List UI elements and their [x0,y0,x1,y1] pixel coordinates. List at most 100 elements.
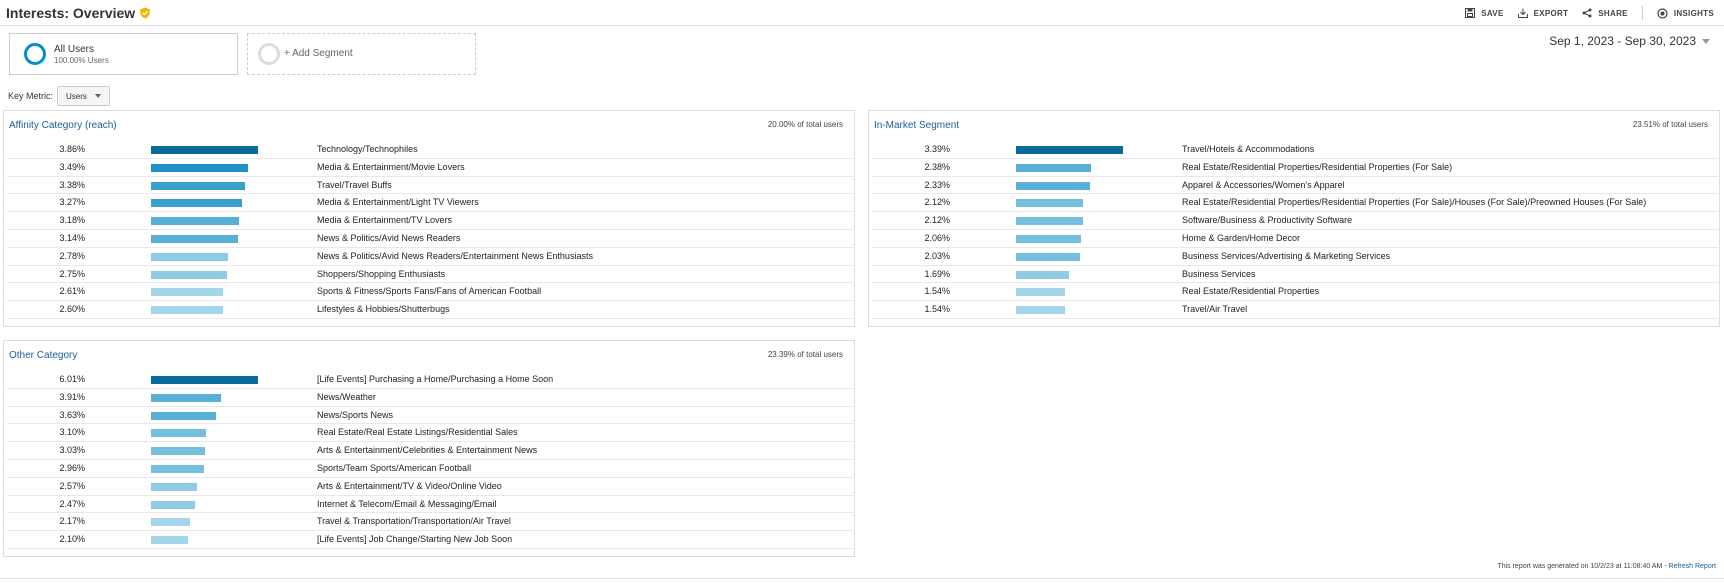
row-bar [151,217,239,226]
row-label[interactable]: News & Politics/Avid News Readers/Entert… [317,250,593,261]
table-row[interactable]: 2.17% Travel & Transportation/Transportat… [7,513,855,532]
row-label[interactable]: Technology/Technophiles [317,144,418,154]
row-bar [151,429,206,438]
row-label[interactable]: News & Politics/Avid News Readers [317,232,461,243]
row-bar [1016,288,1065,297]
row-percentage: 2.38% [924,161,950,172]
table-row[interactable]: 1.69% Business Services [872,266,1720,284]
row-label[interactable]: [Life Events] Job Change/Starting New Jo… [317,534,513,545]
row-percentage: 3.03% [59,445,85,456]
chevron-down-icon [1702,38,1710,44]
row-bar [1016,234,1081,243]
table-row[interactable]: 1.54% Travel/Air Travel [872,301,1720,319]
panel-title[interactable]: In-Market Segment [874,120,960,131]
row-percentage: 2.57% [59,480,85,491]
toolbar-divider [1641,6,1643,20]
other-category-panel: Other Category 23.39% of total users 6.0… [3,340,855,557]
row-label[interactable]: [Life Events] Purchasing a Home/Purchasi… [317,374,554,384]
row-label[interactable]: Business Services [1182,268,1256,279]
key-metric-label: Key Metric: [8,91,54,101]
table-row[interactable]: 2.03% Business Services/Advertising & Mar… [872,248,1720,266]
refresh-report-link[interactable]: Refresh Report [1668,563,1716,570]
row-bar [1016,199,1083,208]
row-label[interactable]: Sports & Fitness/Sports Fans/Fans of Ame… [317,286,542,297]
affinity-rows: 3.86% Technology/Technophiles 3.49% Media &… [7,141,855,319]
row-label[interactable]: Software/Business & Productivity Softwar… [1182,215,1353,226]
table-row[interactable]: 2.75% Shoppers/Shopping Enthusiasts [7,266,855,284]
row-label[interactable]: Media & Entertainment/TV Lovers [317,215,453,226]
insights-button[interactable]: INSIGHTS [1657,7,1714,19]
row-label[interactable]: Media & Entertainment/Light TV Viewers [317,197,479,208]
table-row[interactable]: 2.61% Sports & Fitness/Sports Fans/Fans o… [7,283,855,302]
table-row[interactable]: 3.91% News/Weather [7,389,855,407]
table-row[interactable]: 3.14% News & Politics/Avid News Readers [7,230,855,248]
row-percentage: 3.10% [59,427,85,438]
row-percentage: 2.78% [59,250,85,261]
row-label[interactable]: Lifestyles & Hobbies/Shutterbugs [317,304,450,315]
row-label[interactable]: News/Sports News [317,409,394,420]
row-label[interactable]: Sports/Team Sports/American Football [317,462,472,473]
table-row[interactable]: 3.27% Media & Entertainment/Light TV View… [7,194,855,213]
row-label[interactable]: Real Estate/Residential Properties/Resid… [1182,197,1647,208]
table-row[interactable]: 2.12% Real Estate/Residential Properties/… [872,194,1720,213]
table-row[interactable]: 3.03% Arts & Entertainment/Celebrities & … [7,442,855,460]
export-button[interactable]: EXPORT [1517,8,1569,18]
table-row[interactable]: 3.39% Travel/Hotels & Accommodations [872,141,1720,159]
table-row[interactable]: 6.01% [Life Events] Purchasing a Home/Pur… [7,371,855,389]
row-label[interactable]: Real Estate/Real Estate Listings/Residen… [317,427,518,438]
row-label[interactable]: Travel & Transportation/Transportation/A… [317,516,511,527]
row-label[interactable]: Arts & Entertainment/Celebrities & Enter… [317,445,538,456]
table-row[interactable]: 2.57% Arts & Entertainment/TV & Video/Onl… [7,478,855,496]
table-row[interactable]: 3.63% News/Sports News [7,407,855,425]
row-label[interactable]: Real Estate/Residential Properties [1182,286,1320,297]
row-label[interactable]: Media & Entertainment/Movie Lovers [317,161,465,172]
table-row[interactable]: 2.60% Lifestyles & Hobbies/Shutterbugs [7,301,855,319]
row-percentage: 1.54% [924,286,950,297]
row-label[interactable]: Real Estate/Residential Properties/Resid… [1182,161,1453,172]
row-percentage: 3.91% [59,391,85,402]
share-button[interactable]: SHARE [1582,8,1628,18]
save-button[interactable]: SAVE [1465,8,1503,18]
row-label[interactable]: Travel/Air Travel [1182,304,1248,315]
date-range-selector[interactable]: Sep 1, 2023 - Sep 30, 2023 [1549,34,1710,48]
row-label[interactable]: Arts & Entertainment/TV & Video/Online V… [317,480,502,491]
row-bar [1016,270,1069,279]
table-row[interactable]: 3.38% Travel/Travel Buffs [7,177,855,195]
table-row[interactable]: 2.10% [Life Events] Job Change/Starting N… [7,531,855,549]
row-percentage: 2.60% [59,304,85,315]
row-label[interactable]: Apparel & Accessories/Women's Apparel [1182,179,1345,190]
table-row[interactable]: 2.47% Internet & Telecom/Email & Messagin… [7,496,855,514]
add-segment-button[interactable]: + Add Segment [247,33,476,75]
table-row[interactable]: 2.96% Sports/Team Sports/American Footbal… [7,460,855,478]
table-row[interactable]: 2.78% News & Politics/Avid News Readers/E… [7,248,855,266]
table-row[interactable]: 2.33% Apparel & Accessories/Women's Appar… [872,177,1720,195]
panel-title[interactable]: Other Category [9,350,78,361]
row-label[interactable]: Internet & Telecom/Email & Messaging/Ema… [317,498,497,509]
row-label[interactable]: Shoppers/Shopping Enthusiasts [317,268,446,279]
segment-all-users[interactable]: All Users 100.00% Users [9,33,238,75]
table-row[interactable]: 2.12% Software/Business & Productivity So… [872,212,1720,230]
row-percentage: 2.17% [59,516,85,527]
row-label[interactable]: Business Services/Advertising & Marketin… [1182,250,1391,261]
date-range-text: Sep 1, 2023 - Sep 30, 2023 [1549,34,1696,48]
table-row[interactable]: 3.86% Technology/Technophiles [7,141,855,159]
table-row[interactable]: 3.18% Media & Entertainment/TV Lovers [7,212,855,230]
segment-percentage: 100.00% Users [54,56,109,65]
table-row[interactable]: 2.06% Home & Garden/Home Decor [872,230,1720,248]
row-label[interactable]: Travel/Travel Buffs [317,179,392,190]
row-bar [151,411,216,420]
row-label[interactable]: News/Weather [317,391,376,402]
table-row[interactable]: 2.38% Real Estate/Residential Properties/… [872,159,1720,177]
table-row[interactable]: 3.10% Real Estate/Real Estate Listings/Re… [7,424,855,443]
export-icon [1517,8,1528,18]
in-market-rows: 3.39% Travel/Hotels & Accommodations 2.38%… [872,141,1720,319]
key-metric-dropdown[interactable]: Users [57,86,110,106]
row-label[interactable]: Travel/Hotels & Accommodations [1182,144,1315,154]
row-bar [151,447,205,456]
row-bar [151,306,223,315]
panel-title[interactable]: Affinity Category (reach) [9,120,117,131]
table-row[interactable]: 3.49% Media & Entertainment/Movie Lovers [7,159,855,177]
row-label[interactable]: Home & Garden/Home Decor [1182,232,1301,243]
table-row[interactable]: 1.54% Real Estate/Residential Properties [872,283,1720,302]
bottom-divider [0,578,1724,579]
